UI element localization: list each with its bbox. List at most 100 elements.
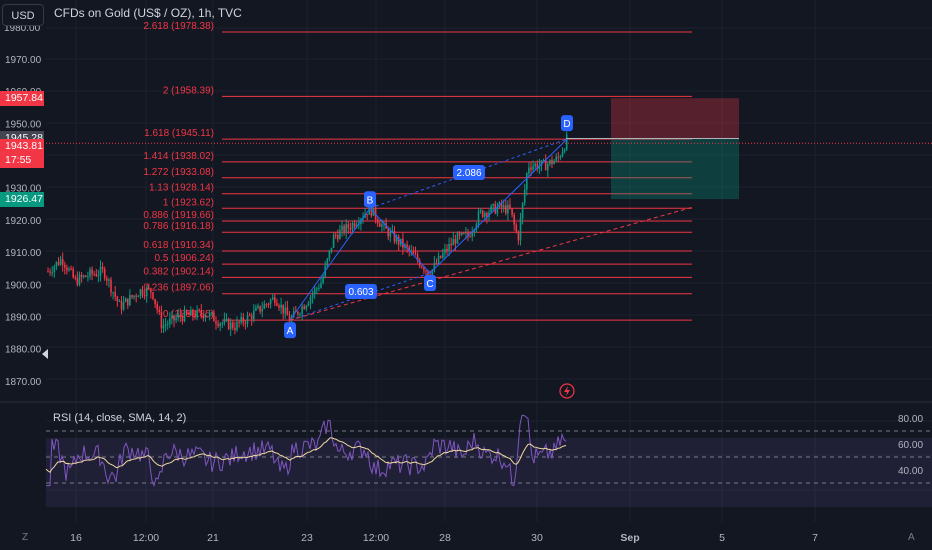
candle-body bbox=[376, 219, 379, 224]
candle-body bbox=[215, 321, 217, 324]
stop-price-badge: 1926.47 bbox=[0, 191, 44, 207]
candle-body bbox=[521, 203, 524, 219]
candle-body bbox=[450, 243, 452, 246]
candle-body bbox=[127, 298, 129, 306]
fibonacci-levels[interactable]: 2.618 (1978.38) 2 (1958.39) 1.618 (1945.11… bbox=[143, 21, 692, 321]
candle-body bbox=[505, 205, 507, 214]
pattern-ratio-marker[interactable] bbox=[345, 284, 377, 299]
candle-body bbox=[542, 159, 545, 161]
short-position-tool[interactable] bbox=[46, 98, 932, 200]
candle-body bbox=[219, 323, 221, 326]
candle-body bbox=[418, 260, 421, 267]
candle-body bbox=[202, 314, 205, 319]
price-tick-label: 1900.00 bbox=[5, 280, 42, 291]
candle-body bbox=[122, 302, 125, 310]
candle-body bbox=[148, 288, 150, 290]
candle-body bbox=[326, 258, 329, 266]
candle-body bbox=[97, 275, 100, 277]
target-price-badge: 1957.84 bbox=[0, 90, 44, 106]
candle-body bbox=[236, 321, 238, 330]
candle-body bbox=[181, 317, 184, 322]
pattern-ratio-marker[interactable] bbox=[453, 165, 485, 180]
candle-body bbox=[110, 279, 112, 293]
candle-body bbox=[540, 160, 543, 166]
candle-body bbox=[208, 313, 211, 317]
candle-body bbox=[565, 134, 568, 150]
candle-body bbox=[80, 274, 83, 278]
pattern-point-marker[interactable] bbox=[561, 115, 573, 132]
candle-body bbox=[227, 318, 230, 330]
candle-body bbox=[292, 310, 295, 317]
scroll-left-icon[interactable] bbox=[42, 349, 48, 359]
candle-body bbox=[555, 156, 557, 161]
currency-button[interactable]: USD bbox=[2, 4, 44, 26]
time-tick-label: 30 bbox=[531, 532, 543, 544]
lightning-icon[interactable] bbox=[559, 383, 575, 399]
bar-countdown-badge: 17:55 bbox=[0, 152, 44, 168]
time-tick-label: 23 bbox=[301, 532, 313, 544]
fib-level-label: 2 (1958.39) bbox=[163, 85, 214, 96]
candle-body bbox=[349, 228, 352, 230]
candle-body bbox=[561, 151, 564, 157]
candle-body bbox=[366, 213, 368, 215]
candle-body bbox=[59, 259, 62, 265]
timezone-corner[interactable]: Z bbox=[22, 532, 29, 543]
pattern-point-marker[interactable] bbox=[284, 322, 296, 339]
candle-body bbox=[389, 231, 392, 237]
candle-body bbox=[57, 261, 60, 265]
time-tick-label: 5 bbox=[719, 532, 725, 544]
abcd-pattern-line[interactable] bbox=[289, 138, 568, 321]
candle-body bbox=[269, 299, 272, 305]
candle-body bbox=[68, 268, 70, 271]
candle-body bbox=[536, 163, 539, 169]
take-profit-zone[interactable] bbox=[611, 138, 739, 200]
candle-body bbox=[221, 323, 224, 325]
candle-body bbox=[175, 317, 177, 321]
price-tick-label: 1880.00 bbox=[5, 345, 42, 356]
candle-body bbox=[547, 164, 549, 171]
candle-body bbox=[322, 276, 324, 283]
candle-body bbox=[307, 303, 310, 306]
fib-level-label: 0.382 (1902.14) bbox=[143, 266, 214, 277]
candle-body bbox=[502, 205, 505, 208]
candle-body bbox=[427, 270, 429, 275]
candle-body bbox=[55, 261, 58, 267]
stop-loss-zone[interactable] bbox=[611, 98, 739, 139]
auto-scale-corner[interactable]: A bbox=[908, 532, 915, 543]
candle-body bbox=[253, 310, 255, 320]
candle-body bbox=[460, 232, 463, 235]
candle-body bbox=[559, 156, 562, 158]
fib-level-label: 0.886 (1919.66) bbox=[143, 210, 214, 221]
candle-body bbox=[309, 297, 312, 304]
time-tick-label: 12:00 bbox=[363, 532, 389, 544]
candle-body bbox=[171, 315, 173, 319]
candle-body bbox=[549, 159, 551, 165]
candle-body bbox=[135, 295, 137, 297]
candle-body bbox=[276, 302, 278, 306]
candle-body bbox=[339, 230, 341, 240]
candle-body bbox=[223, 319, 226, 324]
pattern-point-marker[interactable] bbox=[424, 274, 436, 291]
candle-body bbox=[124, 298, 127, 303]
candle-body bbox=[169, 318, 171, 324]
candle-body bbox=[66, 267, 68, 271]
time-tick-label: 28 bbox=[439, 532, 451, 544]
grid bbox=[0, 0, 932, 522]
candle-body bbox=[303, 306, 305, 310]
candle-body bbox=[343, 225, 345, 233]
candle-body bbox=[463, 232, 465, 234]
candle-body bbox=[137, 296, 140, 298]
candle-body bbox=[211, 312, 213, 314]
candle-body bbox=[53, 266, 56, 273]
candle-body bbox=[99, 266, 102, 276]
abcd-pattern[interactable]: A B C D 0.603 2.086 bbox=[284, 115, 693, 339]
time-axis[interactable]: 16 12:00 21 23 12:00 28 30 Sep 5 7 bbox=[70, 532, 818, 544]
candle-body bbox=[500, 202, 503, 208]
candle-body bbox=[454, 239, 457, 244]
candle-body bbox=[185, 310, 188, 314]
candle-body bbox=[177, 314, 179, 318]
rsi-band-fill bbox=[46, 438, 932, 507]
pattern-point-marker[interactable] bbox=[364, 191, 376, 208]
candle-body bbox=[183, 310, 186, 322]
